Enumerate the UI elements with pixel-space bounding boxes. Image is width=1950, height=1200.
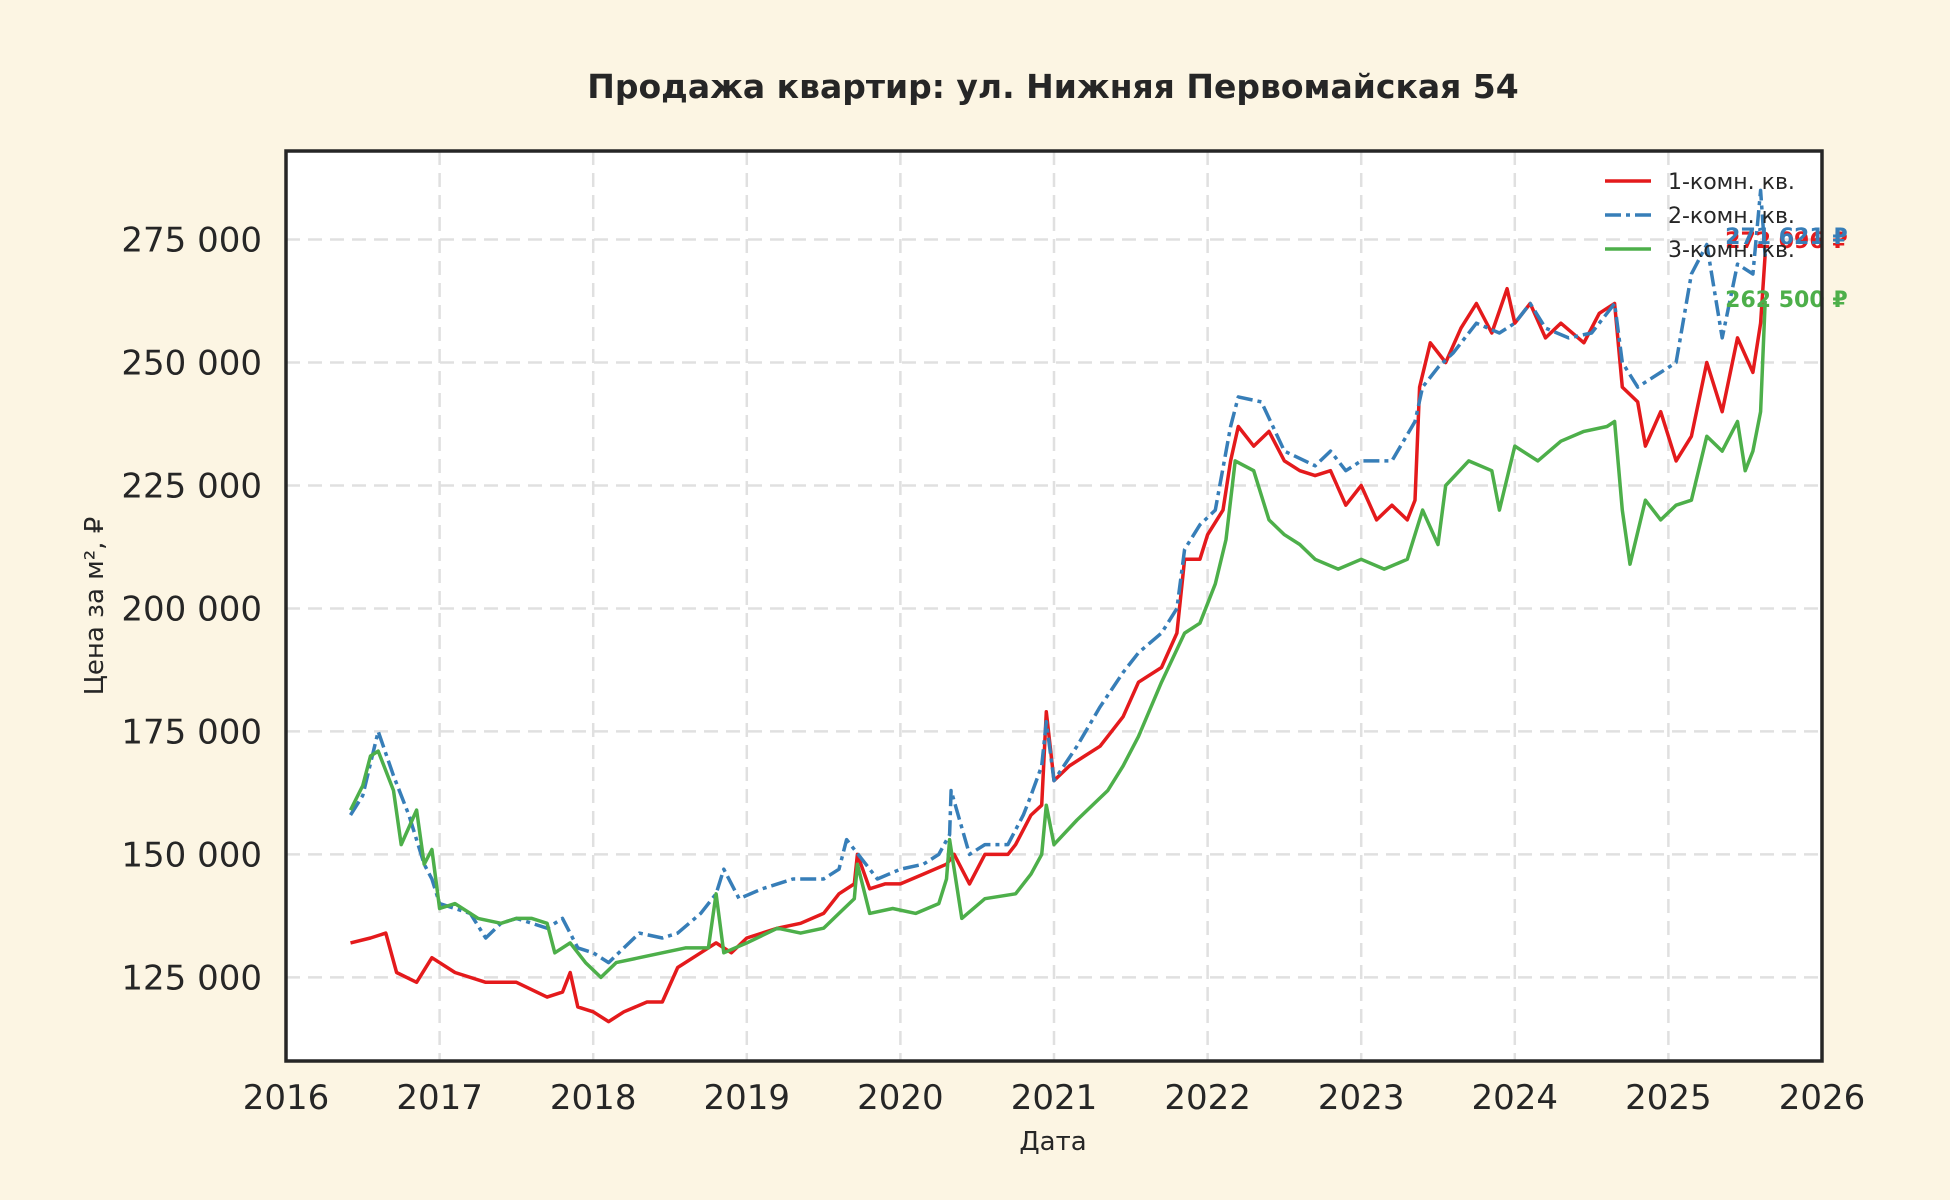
x-axis-label: Дата	[1019, 1127, 1086, 1157]
x-tick-label: 2025	[1625, 1078, 1712, 1118]
x-tick-label: 2017	[396, 1078, 483, 1118]
x-tick-label: 2018	[550, 1078, 637, 1118]
y-tick-label: 150 000	[121, 835, 262, 875]
chart-title: Продажа квартир: ул. Нижняя Первомайская…	[587, 67, 1518, 106]
legend: 1-комн. кв. 2-комн. кв. 3-комн. кв.	[1605, 170, 1795, 263]
y-tick-label: 125 000	[121, 958, 262, 998]
end-value-label: 272 096 ₽	[1725, 229, 1847, 254]
x-tick-label: 2026	[1779, 1078, 1866, 1118]
y-tick-label: 250 000	[121, 344, 262, 384]
series-line	[348, 300, 1767, 980]
x-tick-label: 2023	[1318, 1078, 1405, 1118]
end-value-label: 262 500 ₽	[1725, 288, 1847, 313]
end-value-label: 271 621 ₽	[1725, 225, 1847, 250]
x-tick-label: 2024	[1472, 1078, 1559, 1118]
series-line	[350, 253, 1767, 1024]
plot-frame	[284, 149, 1824, 1063]
series-layer	[348, 188, 1767, 1024]
x-tick-label: 2020	[857, 1078, 944, 1118]
x-tick-label: 2019	[704, 1078, 791, 1118]
series-line	[349, 188, 1767, 965]
legend-label: 2-комн. кв.	[1668, 204, 1795, 229]
y-tick-label: 175 000	[121, 712, 262, 752]
x-axis-ticks: 2016 2017 2018 2019 2020 2021 2022 2023 2024 2025…	[243, 1078, 1866, 1118]
y-tick-label: 275 000	[121, 221, 262, 261]
legend-label: 1-комн. кв.	[1668, 170, 1795, 195]
y-axis-ticks: 125 000 150 000 175 000 200 000 225 000 250 0…	[121, 221, 262, 999]
y-axis-label: Цена за м², ₽	[80, 517, 110, 696]
x-tick-label: 2016	[243, 1078, 330, 1118]
y-tick-label: 225 000	[121, 466, 262, 506]
y-tick-label: 200 000	[121, 589, 262, 629]
x-tick-label: 2021	[1011, 1078, 1098, 1118]
x-tick-label: 2022	[1164, 1078, 1251, 1118]
end-label-layer: 272 096 ₽271 621 ₽ 262 500 ₽	[1725, 225, 1847, 313]
legend-label: 3-комн. кв.	[1668, 238, 1795, 263]
